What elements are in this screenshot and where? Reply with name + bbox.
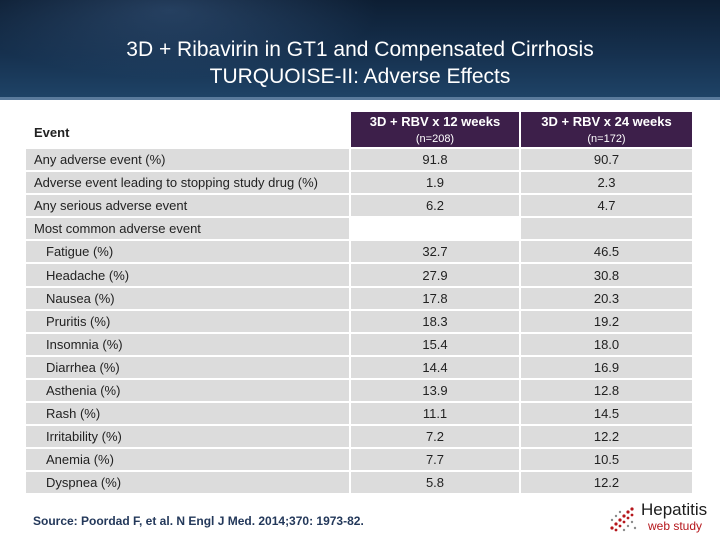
value-24-week: 18.0 xyxy=(521,333,694,357)
value-12-week: 11.1 xyxy=(351,403,521,427)
value-24-week: 20.3 xyxy=(521,287,694,311)
row-label: Any adverse event (%) xyxy=(26,149,351,173)
logo-title: Hepatitis xyxy=(641,500,708,519)
value-24-week: 10.5 xyxy=(521,449,694,473)
value-12-week: 5.8 xyxy=(351,472,521,496)
row-label: Anemia (%) xyxy=(26,449,351,473)
table-row: Insomnia (%) 15.4 18.0 xyxy=(26,333,694,357)
section-blank-cell xyxy=(351,218,521,242)
value-12-week: 13.9 xyxy=(351,379,521,404)
value-12-week: 18.3 xyxy=(351,310,521,334)
row-label: Pruritis (%) xyxy=(26,310,351,334)
table-row: Anemia (%) 7.7 10.5 xyxy=(26,449,694,473)
logo-subtitle: web study xyxy=(648,519,703,533)
section-blank-cell xyxy=(521,218,694,242)
value-24-week: 12.2 xyxy=(521,426,694,450)
table-row: Nausea (%) 17.8 20.3 xyxy=(26,287,694,311)
arm-24-week-name: 3D + RBV x 24 weeks xyxy=(541,113,672,129)
table-row: Irritability (%) 7.2 12.2 xyxy=(26,426,694,450)
arm-12-week-name: 3D + RBV x 12 weeks xyxy=(369,113,501,129)
value-24-week: 30.8 xyxy=(521,264,694,288)
row-label: Nausea (%) xyxy=(26,287,351,311)
hepatitis-web-study-logo: Hepatitis web study xyxy=(608,500,716,536)
value-24-week: 4.7 xyxy=(521,195,694,219)
title-line-2: TURQUOISE-II: Adverse Effects xyxy=(209,65,511,88)
arm-24-week-header: 3D + RBV x 24 weeks (n=172) xyxy=(521,112,694,149)
table-row: Any adverse event (%) 91.8 90.7 xyxy=(26,149,694,173)
value-24-week: 19.2 xyxy=(521,310,694,334)
adverse-events-table: Event 3D + RBV x 12 weeks (n=208) 3D + R… xyxy=(26,112,694,496)
row-label: Asthenia (%) xyxy=(26,379,351,404)
table-row: Diarrhea (%) 14.4 16.9 xyxy=(26,356,694,380)
arm-12-week-n: (n=208) xyxy=(415,132,455,145)
value-12-week: 1.9 xyxy=(351,172,521,196)
row-label: Diarrhea (%) xyxy=(26,356,351,380)
table-row: Pruritis (%) 18.3 19.2 xyxy=(26,310,694,334)
value-24-week: 16.9 xyxy=(521,356,694,380)
row-label: Rash (%) xyxy=(26,403,351,427)
value-12-week: 91.8 xyxy=(351,149,521,173)
value-12-week: 17.8 xyxy=(351,287,521,311)
row-label: Adverse event leading to stopping study … xyxy=(26,172,351,196)
table-row: Rash (%) 11.1 14.5 xyxy=(26,403,694,427)
section-row: Most common adverse event xyxy=(26,218,694,242)
section-label: Most common adverse event xyxy=(26,218,351,242)
table-row: Fatigue (%) 32.7 46.5 xyxy=(26,241,694,265)
page-title: 3D + Ribavirin in GT1 and Compensated Ci… xyxy=(0,36,720,90)
value-12-week: 15.4 xyxy=(351,333,521,357)
value-24-week: 2.3 xyxy=(521,172,694,196)
value-12-week: 7.2 xyxy=(351,426,521,450)
row-label: Headache (%) xyxy=(26,264,351,288)
value-24-week: 12.8 xyxy=(521,379,694,404)
table-row: Adverse event leading to stopping study … xyxy=(26,172,694,196)
value-12-week: 27.9 xyxy=(351,264,521,288)
title-banner: 3D + Ribavirin in GT1 and Compensated Ci… xyxy=(0,0,720,100)
value-24-week: 12.2 xyxy=(521,472,694,496)
value-12-week: 14.4 xyxy=(351,356,521,380)
table-row: Dyspnea (%) 5.8 12.2 xyxy=(26,472,694,496)
value-12-week: 7.7 xyxy=(351,449,521,473)
event-column-header: Event xyxy=(26,112,351,149)
table-header-row: Event 3D + RBV x 12 weeks (n=208) 3D + R… xyxy=(26,112,694,149)
row-label: Any serious adverse event xyxy=(26,195,351,219)
row-label: Irritability (%) xyxy=(26,426,351,450)
table-row: Headache (%) 27.9 30.8 xyxy=(26,264,694,288)
value-12-week: 32.7 xyxy=(351,241,521,265)
row-label: Fatigue (%) xyxy=(26,241,351,265)
table-row: Any serious adverse event 6.2 4.7 xyxy=(26,195,694,219)
hepatitis-logo-icon xyxy=(610,507,637,532)
value-24-week: 14.5 xyxy=(521,403,694,427)
table-row: Asthenia (%) 13.9 12.8 xyxy=(26,379,694,404)
value-24-week: 90.7 xyxy=(521,149,694,173)
value-24-week: 46.5 xyxy=(521,241,694,265)
row-label: Dyspnea (%) xyxy=(26,472,351,496)
source-citation: Source: Poordad F, et al. N Engl J Med. … xyxy=(33,514,364,528)
value-12-week: 6.2 xyxy=(351,195,521,219)
arm-24-week-n: (n=172) xyxy=(587,132,626,145)
title-line-1: 3D + Ribavirin in GT1 and Compensated Ci… xyxy=(126,38,594,61)
arm-12-week-header: 3D + RBV x 12 weeks (n=208) xyxy=(351,112,521,149)
row-label: Insomnia (%) xyxy=(26,333,351,357)
